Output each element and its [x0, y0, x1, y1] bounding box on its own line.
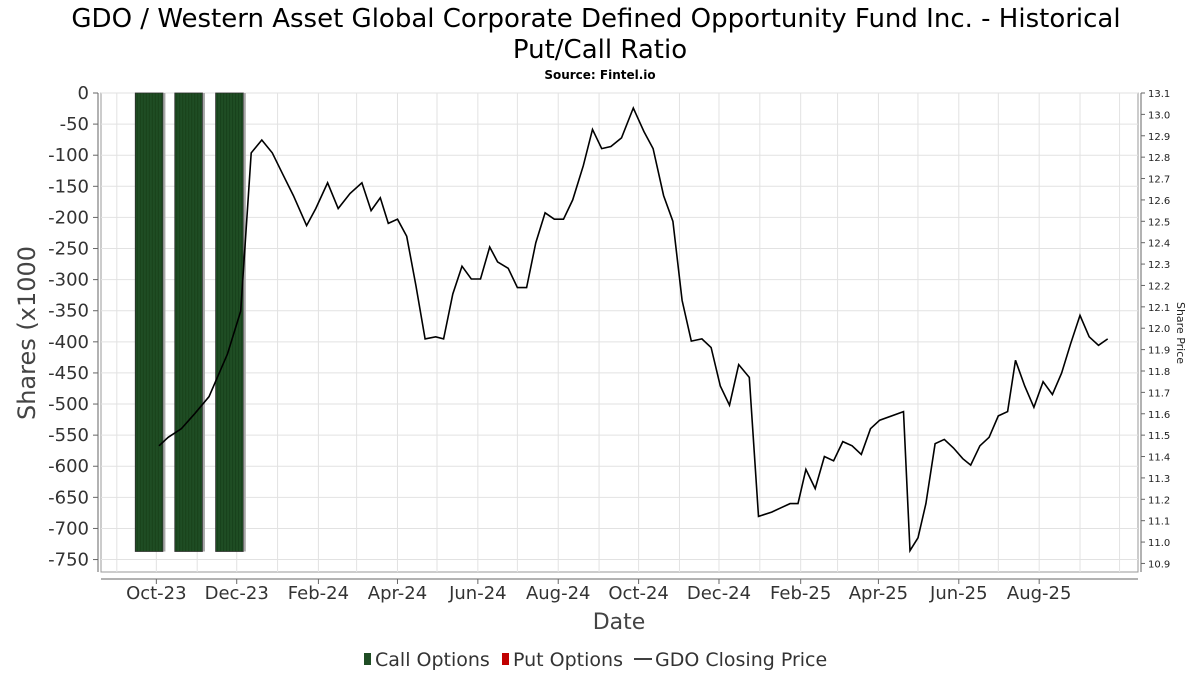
y-tick-label: -650	[48, 487, 89, 508]
plot-area	[100, 92, 1139, 573]
y2-tick-label: 11.3	[1148, 474, 1170, 485]
legend-label-call-options: Call Options	[375, 649, 490, 671]
call-options-bars	[134, 92, 246, 552]
y2-tick-label: 11.8	[1148, 367, 1170, 378]
y-tick-label: -50	[60, 114, 89, 135]
call-options-bar	[134, 92, 166, 552]
y-tick-label: -600	[48, 456, 89, 477]
y2-tick-label: 11.4	[1148, 453, 1170, 464]
legend-swatch-put-options	[502, 653, 509, 665]
y2-tick-label: 12.4	[1148, 239, 1170, 250]
x-tick-label: Oct-23	[126, 583, 187, 604]
y-tick-label: -100	[48, 145, 89, 166]
y2-tick-label: 12.3	[1148, 260, 1170, 271]
y2-tick-label: 11.6	[1148, 410, 1170, 421]
y-tick-label: -550	[48, 425, 89, 446]
y2-tick-label: 11.1	[1148, 517, 1170, 528]
x-tick-label: Apr-25	[849, 583, 908, 604]
legend-label-gdo-closing-price: GDO Closing Price	[655, 649, 827, 671]
y-tick-label: 0	[78, 83, 89, 104]
left-y-axis: 0 -50 -100 -150 -200 -250 -300 -350 -400 -450 -500…	[48, 83, 99, 572]
chart-title-line-1: GDO / Western Asset Global Corporate Def…	[71, 4, 1120, 34]
y-tick-label: -250	[48, 239, 89, 260]
horizontal-gridlines	[101, 92, 1138, 561]
y2-axis-label: Share Price	[1174, 302, 1187, 364]
vertical-gridlines	[116, 93, 1121, 572]
chart-source: Source: Fintel.io	[544, 68, 655, 82]
x-tick-label: Dec-23	[205, 583, 269, 604]
legend-label-put-options: Put Options	[513, 649, 623, 671]
call-options-bar	[174, 92, 205, 552]
y2-tick-label: 12.2	[1148, 281, 1170, 292]
x-axis: Oct-23 Dec-23 Feb-24 Apr-24 Jun-24 Aug-24 Oct-…	[101, 578, 1138, 604]
y2-tick-label: 12.9	[1148, 132, 1170, 143]
y-tick-label: -350	[48, 301, 89, 322]
y2-tick-label: 12.1	[1148, 303, 1170, 314]
y-axis-label: Shares (x1000	[13, 246, 41, 420]
x-tick-label: Jun-24	[448, 583, 507, 604]
y2-tick-label: 13.0	[1148, 110, 1170, 121]
x-tick-label: Feb-24	[288, 583, 349, 604]
x-tick-label: Dec-24	[687, 583, 751, 604]
x-tick-label: Apr-24	[368, 583, 427, 604]
y2-tick-label: 12.7	[1148, 175, 1170, 186]
x-tick-label: Aug-25	[1007, 583, 1072, 604]
x-axis-label: Date	[593, 610, 646, 635]
x-tick-label: Jun-25	[929, 583, 988, 604]
y-tick-label: -300	[48, 270, 89, 291]
legend: Call Options Put Options GDO Closing Pri…	[364, 649, 827, 671]
y-tick-label: -450	[48, 363, 89, 384]
y-tick-label: -200	[48, 207, 89, 228]
x-tick-label: Aug-24	[526, 583, 591, 604]
y-tick-label: -400	[48, 332, 89, 353]
legend-swatch-call-options	[364, 653, 371, 665]
y2-tick-label: 12.8	[1148, 153, 1170, 164]
y2-tick-label: 12.5	[1148, 217, 1170, 228]
y2-tick-label: 13.1	[1148, 89, 1170, 100]
y2-tick-label: 12.6	[1148, 196, 1170, 207]
y2-tick-label: 10.9	[1148, 559, 1170, 570]
y2-tick-label: 11.0	[1148, 538, 1170, 549]
y-tick-label: -500	[48, 394, 89, 415]
chart-title-line-2: Put/Call Ratio	[513, 35, 687, 65]
y2-tick-label: 11.5	[1148, 431, 1170, 442]
y2-tick-label: 11.7	[1148, 388, 1170, 399]
x-tick-label: Feb-25	[770, 583, 831, 604]
x-tick-label: Oct-24	[608, 583, 669, 604]
y-tick-label: -700	[48, 518, 89, 539]
call-options-bar	[215, 92, 246, 552]
y2-tick-label: 11.2	[1148, 495, 1170, 506]
y-tick-label: -750	[48, 550, 89, 571]
y2-tick-label: 12.0	[1148, 324, 1170, 335]
gdo-closing-price-line	[158, 105, 1109, 554]
right-y-axis: 13.1 13.0 12.9 12.8 12.7 12.6 12.5 12.4 12.3 12.2…	[1140, 89, 1170, 572]
y-tick-label: -150	[48, 176, 89, 197]
y2-tick-label: 11.9	[1148, 346, 1170, 357]
